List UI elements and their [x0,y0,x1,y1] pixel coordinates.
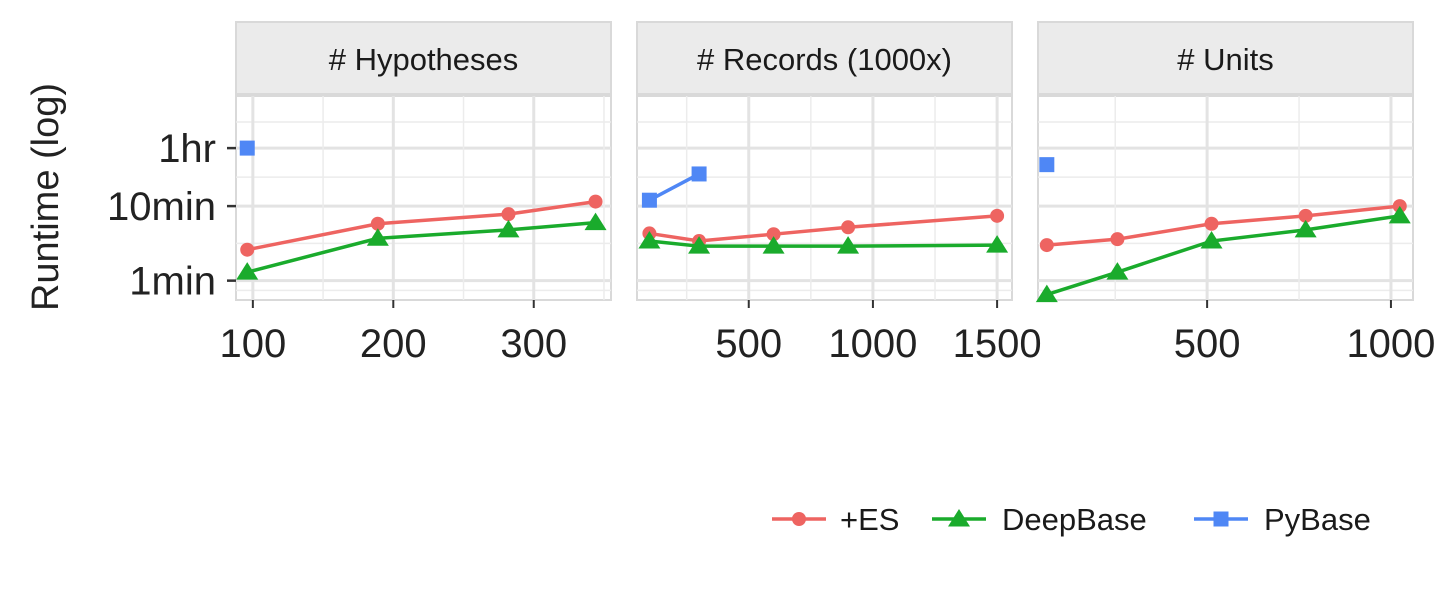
legend-entry: +ES [772,502,899,537]
plot-area [636,95,1013,301]
x-tick-label: 100 [219,322,286,366]
facet-strip [235,21,612,95]
x-tick-label: 500 [1174,322,1241,366]
series-es [240,194,603,257]
facet-panel: # Hypotheses 100 200 300 [219,21,612,366]
data-point [240,242,255,257]
series-pybase [1039,157,1055,173]
data-point [990,208,1005,223]
legend-label: DeepBase [1002,502,1147,537]
data-point [1106,262,1129,280]
legend-marker [948,509,970,527]
plot-area [235,95,612,301]
data-point [1204,216,1219,231]
data-point [501,207,516,222]
legend-entry: PyBase [1194,502,1371,537]
facet-title: # Records (1000x) [697,42,952,77]
data-point [366,228,389,246]
data-point [688,236,711,254]
series-deepbase [638,231,1009,254]
data-point [1035,284,1058,303]
x-tick-label: 200 [360,322,427,366]
data-point [236,262,259,280]
series-pybase [641,166,707,208]
data-point [584,212,607,231]
data-point [239,140,255,156]
data-point [638,231,661,249]
facet-strip [1037,21,1414,95]
y-axis-label: Runtime (log) [25,83,67,311]
facet-strip [636,21,1013,95]
legend-entry: DeepBase [932,502,1147,537]
legend-marker [1213,511,1229,527]
x-tick-label: 500 [715,322,782,366]
y-tick-label: 10min [107,185,216,229]
data-point [1200,231,1223,249]
series-line [648,172,700,202]
legend: +ES DeepBase PyBase [772,502,1371,537]
legend-marker [792,512,806,526]
series-deepbase [236,212,607,280]
x-tick-label: 300 [500,322,567,366]
data-point [766,227,781,242]
plot-area [1037,95,1414,301]
facet-title: # Hypotheses [329,42,519,77]
data-point [1039,238,1054,253]
series-line [246,199,596,252]
x-tick-label: 1000 [1346,322,1435,366]
series-deepbase [1035,205,1411,303]
y-axis: Runtime (log) 1min 10min 1hr [25,83,236,311]
data-point [1110,232,1125,247]
data-point [497,219,520,238]
data-point [641,192,657,208]
legend-label: +ES [840,502,899,537]
facet-title: # Units [1177,42,1273,77]
facet-panel: # Records (1000x) 500 1000 1500 [636,21,1042,366]
x-tick-label: 1500 [953,322,1042,366]
data-point [588,194,603,209]
data-point [837,236,860,254]
data-point [1298,208,1313,223]
data-point [1294,219,1317,238]
data-point [1039,157,1055,173]
panels: # Hypotheses 100 200 300 # Records (1000x) 50… [219,21,1435,366]
series-pybase [239,140,255,156]
x-tick-label: 1000 [828,322,917,366]
series-line [246,220,596,274]
y-tick-label: 1hr [158,127,216,171]
data-point [691,166,707,182]
legend-label: PyBase [1264,502,1371,537]
y-tick-label: 1min [129,260,216,304]
data-point [1388,205,1411,224]
data-point [986,235,1009,253]
data-point [841,220,856,235]
data-point [370,216,385,231]
data-point [762,236,785,254]
facet-panel: # Units 500 1000 [1035,21,1435,366]
